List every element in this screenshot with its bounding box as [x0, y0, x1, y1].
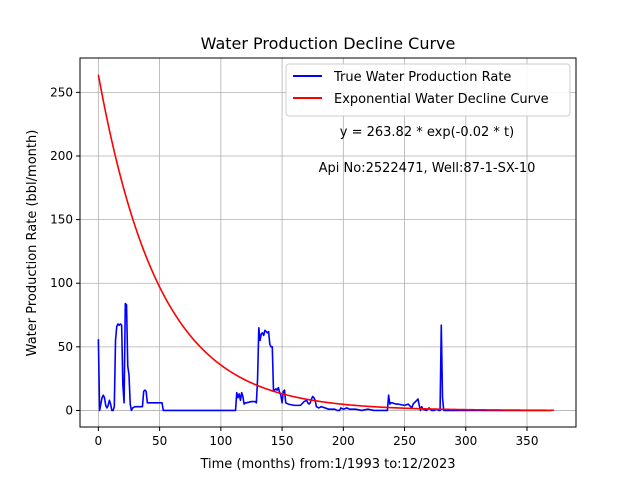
- legend: True Water Production Rate Exponential W…: [285, 63, 571, 117]
- y-tick-label: 0: [65, 403, 73, 417]
- x-tick-label: 100: [209, 434, 232, 448]
- chart-title: Water Production Decline Curve: [201, 34, 456, 53]
- y-tick-label: 150: [50, 213, 73, 227]
- x-tick-label: 200: [332, 434, 355, 448]
- grid: [80, 58, 576, 427]
- series-layer: [97, 74, 554, 412]
- x-tick-label: 350: [516, 434, 539, 448]
- legend-frame: [285, 63, 571, 117]
- y-tick-label: 200: [50, 149, 73, 163]
- x-tick-label: 0: [95, 434, 103, 448]
- plot-area: [80, 58, 576, 427]
- x-axis-ticks: 0 50 100 150 200 250 300 350: [95, 427, 539, 448]
- y-tick-label: 100: [50, 276, 73, 290]
- x-tick-label: 250: [393, 434, 416, 448]
- y-axis-ticks: 0 50 100 150 200 250: [50, 85, 80, 417]
- x-tick-label: 150: [271, 434, 294, 448]
- well-annotation: Api No:2522471, Well:87-1-SX-10: [319, 161, 536, 176]
- plot-frame: [79, 57, 577, 428]
- series-line-decline-curve: [97, 74, 554, 412]
- x-tick-label: 300: [454, 434, 477, 448]
- y-axis-label: Water Production Rate (bbl/month): [25, 130, 40, 357]
- legend-label-true-rate: True Water Production Rate: [333, 70, 511, 85]
- equation-annotation: y = 263.82 * exp(-0.02 * t): [340, 125, 514, 140]
- legend-label-decline-curve: Exponential Water Decline Curve: [334, 92, 549, 107]
- y-tick-label: 50: [58, 340, 73, 354]
- x-axis-label: Time (months) from:1/1993 to:12/2023: [199, 457, 455, 472]
- y-tick-label: 250: [50, 85, 73, 99]
- x-tick-label: 50: [152, 434, 167, 448]
